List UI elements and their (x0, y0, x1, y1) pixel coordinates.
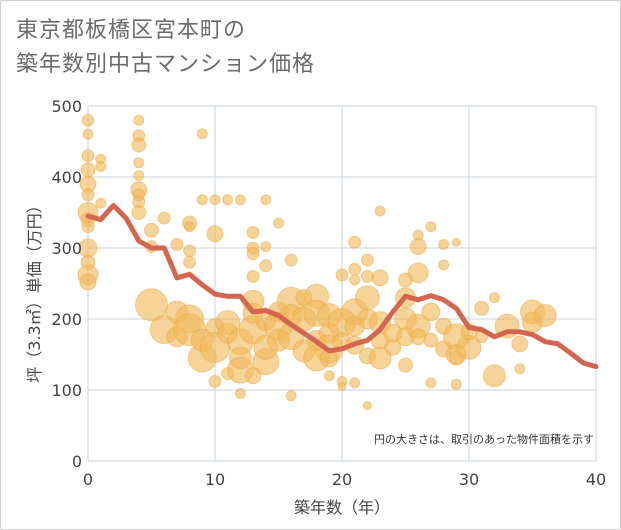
chart-title: 東京都板橋区宮本町の 築年数別中古マンション価格 (16, 14, 315, 82)
data-bubble (335, 268, 349, 282)
data-bubble (425, 221, 437, 233)
data-bubble (374, 205, 386, 217)
data-bubble (79, 273, 97, 291)
data-bubble (511, 335, 529, 353)
data-bubble (157, 211, 171, 225)
data-bubble (135, 288, 168, 322)
y-tick-label: 400 (51, 168, 82, 187)
data-bubble (196, 194, 208, 206)
data-bubble (133, 157, 145, 169)
data-bubble (349, 274, 361, 286)
data-bubble (349, 377, 361, 389)
data-bubble (246, 225, 260, 239)
data-bubble (81, 188, 95, 202)
data-bubble (474, 300, 490, 316)
data-bubble (423, 332, 439, 348)
bubble-series (77, 113, 557, 411)
data-bubble (80, 162, 96, 178)
y-tick-label: 200 (51, 310, 82, 329)
data-bubble (81, 149, 95, 163)
x-tick-label: 30 (459, 470, 479, 489)
data-bubble (95, 197, 107, 209)
data-bubble (246, 247, 260, 261)
data-bubble (234, 388, 246, 400)
data-bubble (133, 114, 145, 126)
data-bubble (81, 220, 95, 234)
data-bubble (514, 363, 526, 375)
data-bubble (371, 269, 389, 287)
data-bubble (488, 292, 500, 304)
average-price-line (85, 202, 599, 370)
data-bubble (285, 390, 297, 402)
bubble-size-note: 円の大きさは、取引のあった物件面積を示す (374, 432, 594, 446)
data-bubble (260, 241, 272, 253)
y-tick-label: 500 (51, 97, 82, 116)
data-bubble (451, 237, 461, 247)
x-tick-label: 10 (205, 470, 225, 489)
data-bubble (337, 381, 347, 391)
data-bubble (184, 221, 196, 233)
x-tick-label: 0 (83, 470, 93, 489)
data-bubble (409, 238, 427, 256)
data-bubble (360, 253, 374, 267)
data-bubble (368, 346, 392, 370)
data-bubble (221, 367, 235, 381)
data-bubble (82, 128, 94, 140)
x-tick-label: 20 (332, 470, 352, 489)
data-bubble (533, 303, 557, 327)
data-bubble (209, 194, 221, 206)
y-tick-label: 0 (72, 452, 82, 471)
y-tick-label: 100 (51, 381, 82, 400)
data-bubble (183, 255, 197, 269)
x-axis-label: 築年数（年） (294, 498, 390, 517)
data-bubble (273, 217, 284, 229)
data-bubble (398, 272, 413, 288)
data-bubble (284, 253, 298, 267)
data-bubble (222, 194, 234, 206)
data-bubble (196, 128, 208, 140)
data-bubble (407, 262, 429, 284)
data-bubble (170, 237, 184, 251)
data-bubble (482, 364, 506, 388)
data-bubble (425, 377, 437, 389)
data-bubble (133, 170, 145, 182)
trend-line-series (85, 202, 599, 370)
data-bubble (260, 194, 272, 206)
data-bubble (438, 259, 450, 271)
data-bubble (438, 238, 450, 250)
data-bubble (362, 401, 372, 411)
data-bubble (354, 285, 380, 311)
data-bubble (244, 367, 262, 385)
data-bubble (259, 259, 273, 273)
data-bubble (131, 205, 147, 220)
data-bubble (206, 225, 224, 243)
data-bubble (323, 370, 335, 382)
data-bubble (208, 374, 222, 388)
data-bubble (348, 262, 362, 276)
data-bubble (246, 269, 260, 283)
data-bubble (421, 302, 441, 322)
y-axis-label: 坪（3.3㎡）単価（万円） (25, 197, 44, 382)
data-bubble (144, 222, 159, 238)
chart-title-line-2: 築年数別中古マンション価格 (16, 52, 316, 77)
data-bubble (450, 378, 462, 390)
grid-layer (87, 105, 597, 462)
x-tick-label: 40 (586, 470, 606, 489)
data-bubble (95, 160, 107, 172)
data-bubble (131, 137, 147, 153)
data-bubble (398, 357, 413, 373)
y-tick-label: 300 (51, 239, 82, 258)
data-bubble (348, 235, 362, 249)
data-bubble (81, 113, 95, 127)
data-bubble (360, 269, 374, 283)
data-bubble (234, 194, 246, 206)
chart-title-line-1: 東京都板橋区宮本町の (16, 18, 247, 43)
data-bubble (183, 244, 197, 258)
